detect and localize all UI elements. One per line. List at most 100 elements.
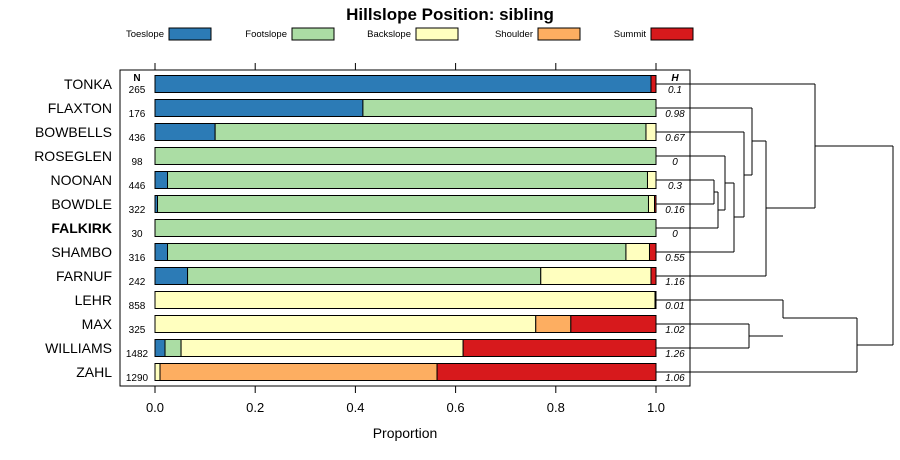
- bar-row-bowdle: BOWDLE 322 0.16: [51, 195, 685, 216]
- row-h-value: 1.06: [665, 373, 685, 384]
- row-h-value: 0.67: [665, 133, 685, 144]
- row-h-value: 0: [672, 157, 678, 168]
- bar-segment-backslope: [646, 171, 657, 189]
- bar-row-max: MAX 325 1.02: [82, 315, 685, 336]
- bar-segment-summit: [462, 339, 657, 357]
- x-axis-label: Proportion: [373, 425, 438, 441]
- row-n-value: 242: [129, 277, 146, 288]
- bar-row-lehr: LEHR 858 0.01: [75, 291, 685, 312]
- bar-rows: TONKA 265 0.1 FLAXTON 176 0.98 BOWBELLS 436 0.67…: [34, 75, 685, 384]
- bar-segment-backslope: [540, 267, 652, 285]
- row-label: BOWDLE: [51, 196, 112, 212]
- bar-row-tonka: TONKA 265 0.1: [64, 75, 682, 96]
- row-label: ROSEGLEN: [34, 148, 112, 164]
- dendrogram: [656, 83, 894, 373]
- bar-segment-footslope: [164, 339, 182, 357]
- legend-label-0: Toeslope: [126, 29, 164, 40]
- legend-label-2: Backslope: [367, 29, 411, 40]
- row-h-value: 0: [672, 229, 678, 240]
- row-label: NOONAN: [51, 172, 112, 188]
- row-label: MAX: [82, 316, 113, 332]
- chart-title: Hillslope Position: sibling: [346, 5, 554, 24]
- bar-segment-summit: [648, 243, 657, 261]
- bar-row-flaxton: FLAXTON 176 0.98: [48, 99, 685, 120]
- bar-row-zahl: ZAHL 1290 1.06: [76, 363, 685, 384]
- top-axis-ticks: [154, 63, 657, 70]
- x-tick-label-5: 1.0: [647, 400, 665, 415]
- row-label: FLAXTON: [48, 100, 112, 116]
- row-n-value: 98: [131, 157, 143, 168]
- row-n-value: 265: [129, 85, 146, 96]
- bar-segment-shoulder: [159, 363, 438, 381]
- bar-segment-footslope: [167, 243, 627, 261]
- bar-segment-footslope: [187, 267, 542, 285]
- x-axis: 0.0 0.2 0.4 0.6 0.8 1.0: [146, 386, 665, 415]
- h-column-header: H: [671, 73, 679, 84]
- row-label: TONKA: [64, 76, 113, 92]
- bar-segment-backslope: [645, 123, 657, 141]
- dendrogram-branch-upper: [656, 83, 816, 277]
- n-column-header: N: [133, 73, 140, 84]
- dendrogram-branch-lower: [656, 299, 858, 373]
- bar-segment-shoulder: [654, 291, 657, 309]
- legend-label-3: Shoulder: [495, 29, 533, 40]
- row-label: SHAMBO: [51, 244, 112, 260]
- bar-segment-backslope: [180, 339, 464, 357]
- bar-segment-backslope: [647, 195, 655, 213]
- legend-swatch-3: [537, 27, 581, 41]
- row-label: ZAHL: [76, 364, 112, 380]
- legend: Toeslope Footslope Backslope Shoulder Summit: [126, 27, 694, 41]
- bar-segment-toeslope: [154, 243, 169, 261]
- bar-segment-summit: [436, 363, 657, 381]
- row-n-value: 446: [129, 181, 146, 192]
- bar-segment-summit: [653, 195, 657, 213]
- row-label: FARNUF: [56, 268, 112, 284]
- bar-segment-toeslope: [154, 171, 169, 189]
- bar-segment-summit: [570, 315, 657, 333]
- row-h-value: 1.16: [665, 277, 685, 288]
- x-tick-label-3: 0.6: [447, 400, 465, 415]
- row-h-value: 0.1: [668, 85, 682, 96]
- row-h-value: 0.16: [665, 205, 685, 216]
- bar-segment-footslope: [157, 195, 649, 213]
- legend-swatch-4: [650, 27, 694, 41]
- row-n-value: 1482: [126, 349, 149, 360]
- row-n-value: 858: [129, 301, 146, 312]
- row-n-value: 30: [131, 229, 143, 240]
- x-tick-label-0: 0.0: [146, 400, 164, 415]
- row-n-value: 322: [129, 205, 146, 216]
- bar-segment-backslope: [154, 315, 537, 333]
- bar-segment-summit: [650, 267, 657, 285]
- bar-segment-footslope: [154, 147, 657, 165]
- row-h-value: 0.55: [665, 253, 685, 264]
- x-tick-label-4: 0.8: [547, 400, 565, 415]
- legend-swatch-0: [168, 27, 212, 41]
- legend-swatch-1: [291, 27, 335, 41]
- legend-label-1: Footslope: [245, 29, 287, 40]
- row-label: FALKIRK: [51, 220, 112, 236]
- bar-segment-toeslope: [154, 75, 652, 93]
- bar-segment-footslope: [167, 171, 648, 189]
- row-n-value: 176: [129, 109, 146, 120]
- bar-segment-footslope: [214, 123, 647, 141]
- bar-segment-toeslope: [154, 267, 189, 285]
- row-h-value: 1.02: [665, 325, 685, 336]
- bar-row-bowbells: BOWBELLS 436 0.67: [35, 123, 685, 144]
- bar-segment-toeslope: [154, 99, 364, 117]
- bar-row-roseglen: ROSEGLEN 98 0: [34, 147, 678, 168]
- bar-row-williams: WILLIAMS 1482 1.26: [45, 339, 685, 360]
- row-n-value: 436: [129, 133, 146, 144]
- x-tick-label-1: 0.2: [246, 400, 264, 415]
- row-n-value: 325: [129, 325, 146, 336]
- x-tick-label-2: 0.4: [346, 400, 364, 415]
- bar-row-falkirk: FALKIRK 30 0: [51, 219, 678, 240]
- row-n-value: 1290: [126, 373, 149, 384]
- row-h-value: 0.01: [665, 301, 684, 312]
- legend-swatch-2: [415, 27, 459, 41]
- row-label: BOWBELLS: [35, 124, 112, 140]
- bar-segment-summit: [650, 75, 657, 93]
- row-h-value: 1.26: [665, 349, 685, 360]
- row-h-value: 0.3: [668, 181, 682, 192]
- bar-segment-footslope: [362, 99, 657, 117]
